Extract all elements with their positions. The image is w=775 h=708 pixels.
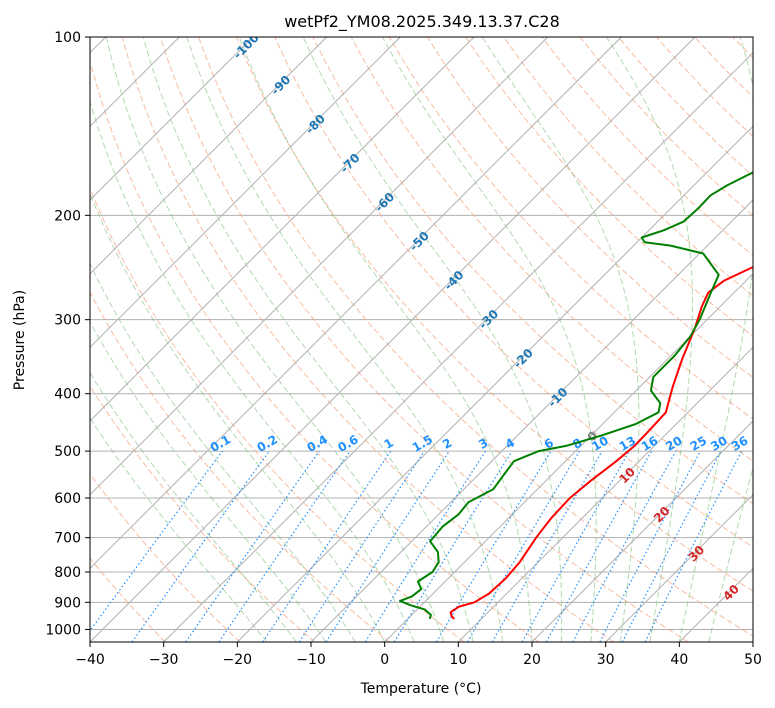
isotherm	[90, 37, 475, 422]
isotherm	[310, 199, 753, 642]
x-tick-label: 40	[670, 652, 688, 668]
isotherm	[605, 493, 753, 642]
isotherm	[457, 346, 753, 642]
mixing-ratio-line	[262, 450, 392, 642]
dry-adiabat	[90, 472, 241, 642]
dry-adiabat	[90, 59, 540, 642]
dry-adiabat	[90, 557, 166, 642]
moist-adiabat	[606, 37, 694, 642]
profile-series	[399, 171, 753, 620]
y-tick-label: 300	[54, 313, 81, 329]
isotherm	[90, 37, 696, 642]
moist-adiabat	[90, 371, 297, 642]
dry-adiabats	[90, 37, 753, 642]
dry-adiabat	[90, 186, 465, 642]
isotherm	[90, 37, 254, 201]
y-axis-title: Pressure (hPa)	[12, 290, 28, 390]
x-tick-label: 50	[744, 652, 762, 668]
moist-adiabat	[90, 417, 268, 642]
isotherm	[236, 125, 753, 642]
dry-adiabat	[465, 37, 753, 338]
dewpoint-profile	[399, 171, 753, 620]
x-tick-label: 30	[597, 652, 615, 668]
x-tick-label: −40	[75, 652, 105, 668]
dry-adiabat	[121, 37, 614, 642]
mixing-ratio-line	[131, 450, 270, 642]
temperature-profile	[449, 266, 753, 620]
moist-adiabat	[142, 37, 474, 642]
y-axis-ticks: 100 200 300 400 500 600 700 800 900 1000	[45, 30, 90, 638]
mixing-ratio-line	[298, 450, 425, 642]
y-tick-label: 500	[54, 444, 81, 460]
mixing-ratio-line	[325, 450, 450, 642]
mixing-ratio-line	[572, 450, 677, 642]
x-axis-title: Temperature (°C)	[360, 681, 482, 697]
y-tick-label: 600	[54, 491, 81, 507]
mixing-ratio-line	[521, 450, 631, 642]
dry-adiabat	[90, 291, 390, 642]
mixing-ratio-line	[218, 450, 351, 642]
moist-adiabat	[105, 37, 445, 642]
moist-adiabats	[90, 37, 753, 642]
mixing-ratio-line	[644, 450, 743, 642]
chart-title: wetPf2_YM08.2025.349.13.37.C28	[284, 12, 560, 32]
x-tick-label: 10	[449, 652, 467, 668]
dry-adiabat	[350, 37, 753, 462]
y-tick-label: 1000	[45, 622, 81, 638]
moist-adiabat	[381, 37, 597, 642]
dry-adiabat	[312, 37, 753, 505]
x-tick-label: −30	[149, 652, 179, 668]
plot-frame	[89, 36, 754, 643]
skewed-isotherms	[90, 37, 753, 642]
isotherm	[90, 37, 401, 349]
mixing-ratio-line	[185, 450, 320, 642]
x-tick-label: −20	[223, 652, 253, 668]
moist-adiabat	[90, 192, 386, 642]
moist-adiabat	[481, 37, 640, 642]
mixing-ratio-line	[90, 450, 223, 632]
isotherm	[531, 420, 753, 642]
x-tick-label: 0	[380, 652, 389, 668]
x-axis-ticks: −40 −30 −20 −10 0 10 20 30 40 50	[75, 642, 762, 668]
mixing-ratio-line	[545, 450, 653, 642]
moist-adiabat	[238, 37, 533, 642]
x-tick-label: −10	[296, 652, 326, 668]
isotherm	[90, 37, 328, 275]
dry-adiabat	[503, 37, 753, 297]
dry-adiabat	[388, 37, 753, 420]
moist-adiabat	[186, 37, 503, 642]
moist-adiabat	[678, 37, 753, 642]
dry-adiabat	[236, 37, 753, 592]
moist-adiabat	[90, 262, 356, 642]
moist-adiabat	[302, 37, 563, 642]
dry-adiabat	[90, 384, 316, 642]
isotherm	[163, 51, 753, 642]
dry-adiabat	[159, 37, 689, 642]
y-tick-label: 700	[54, 531, 81, 547]
isotherm	[90, 37, 622, 570]
y-tick-label: 900	[54, 595, 81, 611]
y-tick-label: 100	[54, 30, 81, 46]
y-tick-label: 200	[54, 208, 81, 224]
moist-adiabat	[90, 99, 415, 642]
y-tick-label: 400	[54, 387, 81, 403]
moist-adiabat	[90, 321, 327, 642]
pressure-gridlines	[90, 37, 753, 630]
y-tick-label: 800	[54, 565, 81, 581]
x-tick-label: 20	[523, 652, 541, 668]
isotherm	[90, 37, 549, 496]
dry-adiabat	[274, 37, 753, 548]
